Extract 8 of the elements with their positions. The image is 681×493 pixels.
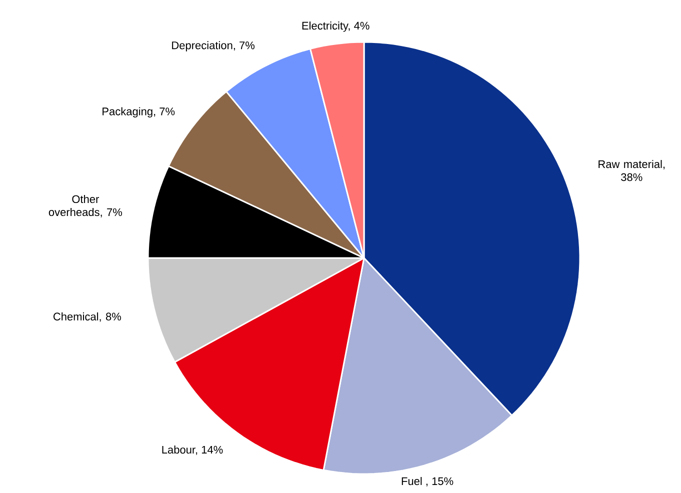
slice-label: Chemical, 8% [53,312,121,322]
slice-label: Labour, 14% [162,446,223,455]
slice-label: Raw material, 38% [598,160,665,182]
slice-label: Electricity, 4% [302,22,370,32]
slice-label: Fuel , 15% [402,476,454,486]
slice-label: Packaging, 7% [102,107,175,118]
slice-label: Depreciation, 7% [172,41,255,52]
slice-label: Other overheads, 7% [48,194,122,218]
